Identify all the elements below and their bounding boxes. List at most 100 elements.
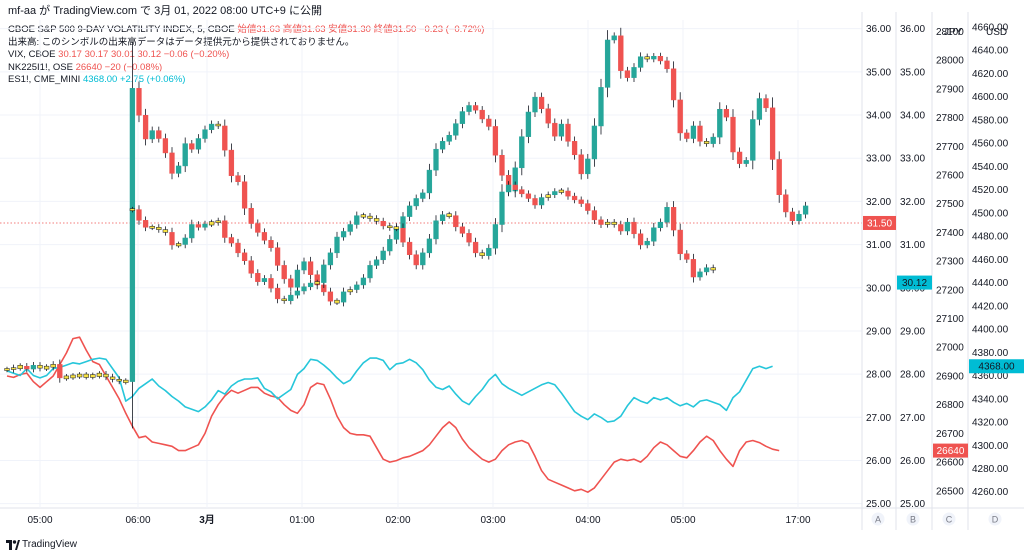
candle <box>255 273 261 282</box>
axis-tick-D: 4300.00 <box>972 441 1009 452</box>
candle <box>70 374 76 379</box>
axis-tick-C: 27100 <box>936 314 964 325</box>
last-value-label-spx9d: 31.50 <box>867 218 892 229</box>
candle <box>598 219 604 225</box>
candle <box>307 282 314 288</box>
tradingview-logo-icon[interactable] <box>6 539 20 551</box>
candle <box>241 252 248 261</box>
candle <box>281 265 287 280</box>
candle <box>255 223 261 233</box>
candle <box>466 233 472 243</box>
axis-tick-A: 30.00 <box>866 283 891 294</box>
axis-tick-C: 27900 <box>936 84 964 95</box>
candle <box>182 143 188 167</box>
time-axis[interactable]: 05:00 06:00 3月 01:00 02:00 03:00 04:00 05:00 17:… <box>27 512 1002 527</box>
candle <box>208 123 215 130</box>
candle <box>578 154 584 175</box>
last-value-badge-spx9d <box>863 215 896 230</box>
candle <box>499 191 505 225</box>
candle <box>591 125 598 160</box>
axis-tick-D: 4540.00 <box>972 162 1009 173</box>
candle <box>261 278 268 282</box>
axis-tick-D: 4280.00 <box>972 464 1009 475</box>
candle <box>585 203 591 211</box>
candle <box>420 192 426 199</box>
price-chart[interactable]: 36.00 35.00 34.00 33.00 32.00 31.00 30.00 29.00… <box>0 0 1024 535</box>
candle <box>373 259 380 266</box>
candle <box>736 151 743 164</box>
candle <box>796 214 802 222</box>
candle <box>743 160 749 164</box>
candle <box>611 221 617 225</box>
axis-tick-B: 32.00 <box>900 197 925 208</box>
candle <box>618 224 624 232</box>
candle <box>604 221 611 225</box>
candle <box>472 105 479 111</box>
candle <box>301 286 307 292</box>
axis-tick-B: 34.00 <box>900 111 925 122</box>
legend-vix[interactable]: VIX, CBOE 30.17 30.17 30.01 30.12 −0.06 … <box>8 49 484 62</box>
axis-tick-A: 35.00 <box>866 67 891 78</box>
candle <box>538 96 545 110</box>
candle <box>175 165 182 174</box>
candle <box>123 379 129 383</box>
time-tick: 17:00 <box>785 515 810 526</box>
axis-tick-A: 26.00 <box>866 456 891 467</box>
last-value-label-es: 4368.00 <box>978 362 1015 373</box>
candle <box>519 189 525 195</box>
axis-tick-D: 4580.00 <box>972 115 1009 126</box>
candle <box>367 215 373 219</box>
candle <box>367 265 373 279</box>
candle <box>472 241 479 254</box>
candle <box>195 138 202 150</box>
candle <box>175 243 182 247</box>
candle <box>215 220 221 223</box>
candle <box>433 148 439 171</box>
candle <box>703 141 710 144</box>
axis-tick-B: 35.00 <box>900 67 925 78</box>
candle <box>763 98 769 109</box>
candle <box>360 214 367 218</box>
candle <box>756 98 763 120</box>
candle <box>10 367 17 370</box>
axis-tick-D: 4340.00 <box>972 394 1009 405</box>
axis-tick-D: 4500.00 <box>972 208 1009 219</box>
candle <box>598 87 604 127</box>
candle <box>552 122 558 137</box>
candle <box>235 242 241 254</box>
candle <box>248 207 254 224</box>
candle <box>30 365 37 370</box>
axis-tick-B: 28.00 <box>900 370 925 381</box>
candle <box>591 210 598 221</box>
candle <box>492 126 499 156</box>
candle <box>651 227 657 242</box>
axis-tick-A: 32.00 <box>866 197 891 208</box>
candle <box>439 214 446 222</box>
legend-spx9d-name: CBOE S&P 500 9-DAY VOLATILITY INDEX, 5, … <box>8 24 235 35</box>
last-value-badge-es <box>969 359 1024 374</box>
time-tick: 05:00 <box>27 515 52 526</box>
axis-button-D <box>988 512 1002 526</box>
candle <box>466 105 472 112</box>
candle <box>446 135 452 142</box>
candle <box>657 221 664 228</box>
axis-labels: 36.00 35.00 34.00 33.00 32.00 31.00 30.00 29.00… <box>866 22 1009 510</box>
candle <box>109 376 116 380</box>
axis-tick-B: 31.00 <box>900 240 925 251</box>
candle <box>393 226 400 230</box>
candle <box>235 175 241 182</box>
candle <box>149 130 155 140</box>
candle <box>400 227 406 243</box>
legend-nk-values: 26640 −20 (−0.08%) <box>75 61 163 73</box>
candle <box>4 368 10 371</box>
chart-grid <box>0 20 1024 509</box>
axis-tick-C: 27500 <box>936 199 964 210</box>
legend-spx9d[interactable]: CBOE S&P 500 9-DAY VOLATILITY INDEX, 5, … <box>8 24 484 37</box>
axis-tick-C: 26800 <box>936 400 964 411</box>
candle <box>453 215 459 228</box>
candle <box>519 136 525 169</box>
tradingview-brand[interactable]: TradingView <box>22 539 78 550</box>
candle <box>103 373 109 378</box>
legend-es[interactable]: ES1!, CME_MINI 4368.00 +2.75 (+0.06%) <box>8 74 484 87</box>
candle <box>24 365 30 370</box>
